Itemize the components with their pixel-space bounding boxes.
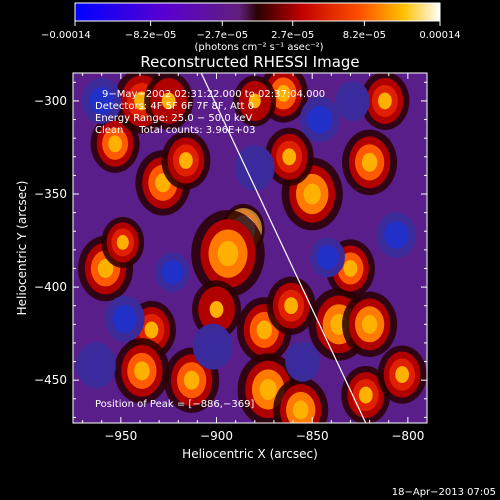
colorbar-bar — [74, 2, 441, 22]
info-line-energy: Energy Range: 25.0 − 50.0 keV — [95, 113, 252, 124]
y-tick-label: −300 — [34, 94, 67, 108]
heat-source-35 — [376, 212, 417, 258]
heat-source-22 — [342, 129, 398, 196]
heat-source-26 — [341, 365, 391, 423]
heat-source-1 — [191, 209, 265, 298]
heat-source-10 — [114, 338, 170, 404]
heat-source-29 — [155, 252, 190, 293]
heat-source-23 — [360, 73, 410, 131]
colorbar-unit-label: (photons cm⁻² s⁻¹ asec⁻²) — [194, 42, 323, 53]
heat-source-32 — [299, 96, 340, 143]
info-line-detectors: Detectors: 4F 5F 6F 7F 8F, Att 0 — [95, 101, 254, 112]
heat-source-8 — [101, 216, 145, 268]
footer-timestamp: 18−Apr−2013 07:05 — [392, 487, 496, 498]
heat-source-33 — [334, 80, 370, 122]
peak-position-label: Position of Peak = [−886,−369] — [95, 399, 254, 410]
colorbar-tick-label: −8.2e−05 — [125, 30, 177, 41]
x-tick-label: −900 — [200, 429, 233, 443]
heat-source-30 — [104, 295, 145, 342]
info-line-time: 9−May−2002 02:31:22.000 to 02:37:04.000 — [102, 89, 325, 100]
heat-source-4 — [90, 114, 140, 173]
x-tick-label: −800 — [391, 429, 424, 443]
heat-source-6 — [144, 73, 194, 131]
x-tick-label: −850 — [296, 429, 329, 443]
heat-source-20 — [264, 127, 314, 186]
plot-area: −950 −900 −850 −800 −300 −350 −400 −450 — [34, 72, 428, 443]
colorbar-tick-label: 2.7e−05 — [271, 30, 314, 41]
heat-source-14 — [273, 377, 329, 423]
y-tick-label: −450 — [34, 373, 67, 387]
heat-source-27 — [377, 345, 427, 404]
colorbar-tick-label: −2.7e−05 — [197, 30, 249, 41]
colorbar: −0.00014 −8.2e−05 −2.7e−05 2.7e−05 8.2e−05 0.… — [41, 2, 461, 53]
colorbar-ticks: −0.00014 −8.2e−05 −2.7e−05 2.7e−05 8.2e−05 0.… — [41, 21, 461, 41]
solar-limb-line — [200, 73, 367, 423]
heat-source-38 — [285, 341, 321, 382]
y-tick-label: −350 — [34, 187, 67, 201]
plot-frame — [72, 72, 428, 424]
heat-source-28 — [81, 77, 122, 124]
heat-source-24 — [233, 75, 277, 127]
heat-source-34 — [310, 237, 345, 278]
heat-source-17 — [342, 291, 398, 358]
heatmap-sources — [76, 73, 427, 423]
y-tick-label: −400 — [34, 280, 67, 294]
info-text-block: 9−May−2002 02:31:22.000 to 02:37:04.000 … — [95, 89, 325, 136]
heat-source-31 — [76, 342, 116, 389]
heat-source-25 — [192, 280, 242, 339]
colorbar-tick-label: 0.00014 — [419, 30, 460, 41]
chart-title: Reconstructed RHESSI Image — [140, 53, 359, 71]
heat-source-15 — [266, 276, 316, 335]
info-line-counts: Clean Total counts: 3.96E+03 — [95, 125, 255, 136]
heat-source-3 — [161, 131, 211, 190]
y-axis-label: Heliocentric Y (arcsec) — [15, 181, 29, 316]
x-axis-label: Heliocentric X (arcsec) — [182, 447, 318, 461]
colorbar-tick-label: 8.2e−05 — [343, 30, 386, 41]
colorbar-tick-label: −0.00014 — [41, 30, 91, 41]
x-tick-label: −950 — [104, 429, 137, 443]
heat-source-37 — [192, 323, 233, 370]
heat-source-36 — [234, 144, 275, 191]
axis-ticks: −950 −900 −850 −800 −300 −350 −400 −450 — [34, 73, 428, 443]
